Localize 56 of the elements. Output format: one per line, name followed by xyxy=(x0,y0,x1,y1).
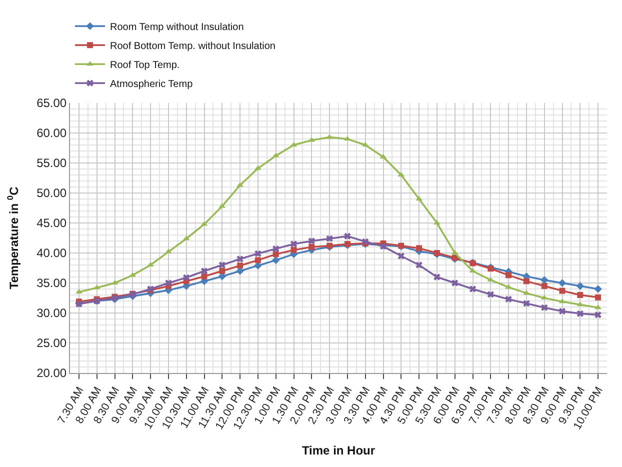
point xyxy=(290,247,297,253)
point xyxy=(201,273,208,280)
point xyxy=(236,256,244,262)
point xyxy=(398,252,405,260)
point xyxy=(594,285,602,293)
point xyxy=(576,310,584,317)
y-tick-label: 35.00 xyxy=(36,276,67,290)
y-tick-label: 30.00 xyxy=(36,306,67,320)
y-tick-label: 45.00 xyxy=(36,216,67,230)
point xyxy=(558,279,566,287)
point xyxy=(487,291,494,298)
y-tick-label: 65.00 xyxy=(36,96,67,110)
point xyxy=(237,262,244,269)
point xyxy=(272,256,280,264)
point xyxy=(523,278,530,284)
point xyxy=(272,245,280,252)
point xyxy=(182,274,190,281)
point xyxy=(254,257,261,264)
point xyxy=(451,280,458,286)
point xyxy=(523,300,530,307)
y-tick-label: 50.00 xyxy=(36,186,67,200)
legend-label: Atmospheric Temp xyxy=(110,79,194,90)
legend-label: Roof Top Temp. xyxy=(110,60,180,71)
point xyxy=(576,282,584,290)
point xyxy=(541,283,548,289)
y-tick-label: 40.00 xyxy=(36,246,67,260)
point xyxy=(434,274,440,280)
point xyxy=(505,296,512,303)
y-tick-label: 60.00 xyxy=(36,126,67,140)
point xyxy=(344,232,351,240)
point xyxy=(218,262,226,268)
point xyxy=(416,245,422,252)
y-tick-label: 20.00 xyxy=(36,366,67,380)
y-tick-label: 25.00 xyxy=(36,336,67,350)
point xyxy=(219,268,226,274)
point xyxy=(344,241,350,247)
x-axis-title: Time in Hour xyxy=(302,444,376,458)
point xyxy=(577,292,584,298)
point xyxy=(540,304,548,311)
point xyxy=(559,288,566,294)
legend-label: Room Temp without Insulation xyxy=(110,22,244,33)
point xyxy=(308,244,315,250)
point xyxy=(595,294,602,300)
point xyxy=(434,250,440,256)
point xyxy=(558,308,566,315)
y-tick-label: 55.00 xyxy=(36,156,67,170)
point xyxy=(272,251,279,258)
point xyxy=(326,235,333,242)
point xyxy=(254,250,262,257)
point xyxy=(506,272,512,278)
point xyxy=(594,311,602,318)
legend-label: Roof Bottom Temp. without Insulation xyxy=(110,41,276,52)
point xyxy=(308,238,316,244)
point xyxy=(540,276,548,284)
point xyxy=(416,262,422,268)
point xyxy=(165,280,172,286)
